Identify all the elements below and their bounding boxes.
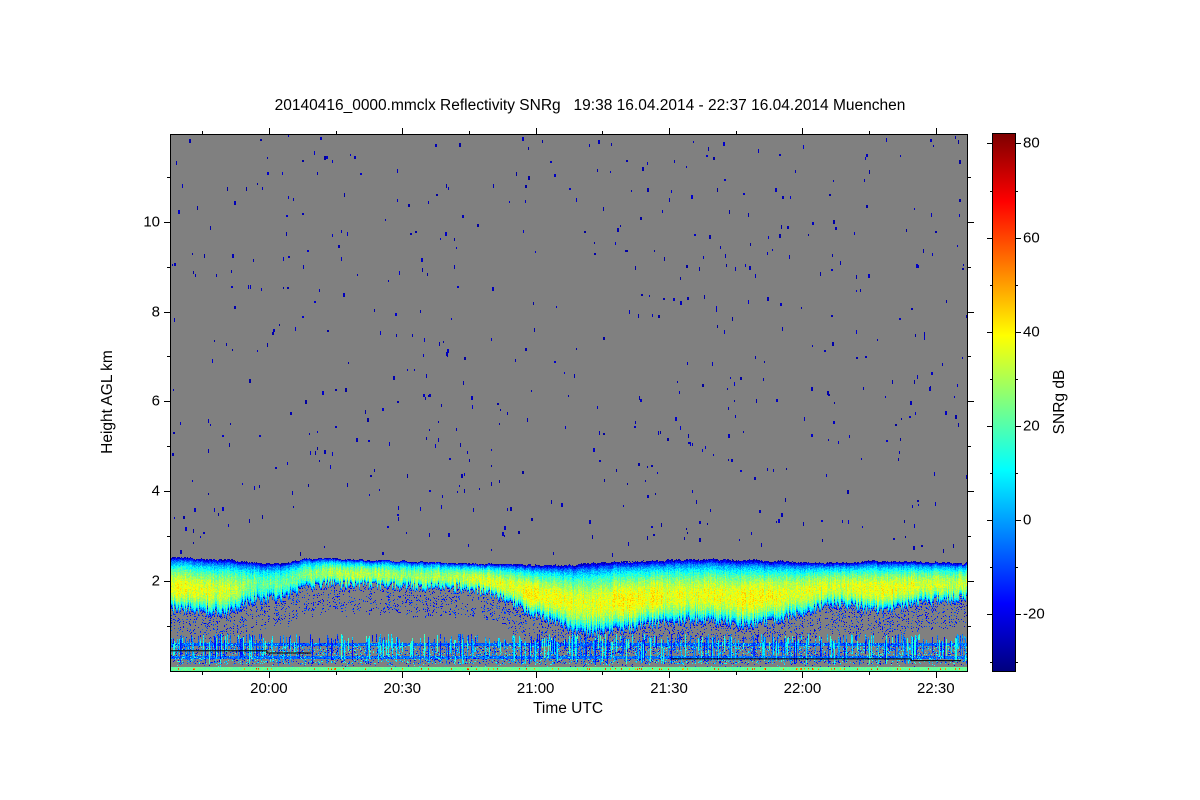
colorbar-minor-tick: [1015, 567, 1018, 569]
x-minor-tick: [602, 671, 604, 675]
colorbar-tick-mark: [1015, 143, 1021, 145]
x-minor-tick: [202, 131, 204, 135]
colorbar-tick-mark: [987, 237, 993, 239]
colorbar-tick-mark: [987, 520, 993, 522]
y-tick-mark: [967, 221, 974, 223]
y-tick-mark: [967, 311, 974, 313]
colorbar-tick-mark: [1015, 614, 1021, 616]
colorbar-title: SNRg dB: [1051, 369, 1068, 435]
colorbar-tick-label: 40: [1023, 323, 1040, 341]
x-tick-label: 20:00: [250, 680, 288, 697]
colorbar-tick-mark: [987, 426, 993, 428]
colorbar-tick-mark: [987, 143, 993, 145]
y-minor-tick: [967, 536, 971, 538]
x-minor-tick: [735, 671, 737, 675]
y-tick-mark: [967, 491, 974, 493]
y-tick-mark: [967, 401, 974, 403]
y-minor-tick: [167, 536, 171, 538]
colorbar-tick-mark: [1015, 520, 1021, 522]
x-minor-tick: [335, 131, 337, 135]
x-tick-label: 20:30: [383, 680, 422, 697]
reflectivity-heatmap[interactable]: [171, 135, 967, 671]
x-tick-label: 21:00: [516, 680, 555, 697]
x-minor-tick: [869, 671, 871, 675]
x-tick-label: 22:00: [783, 680, 822, 697]
colorbar-minor-tick: [990, 661, 993, 663]
y-minor-tick: [967, 626, 971, 628]
x-minor-tick: [202, 671, 204, 675]
colorbar-tick-label: 0: [1023, 511, 1032, 529]
y-minor-tick: [167, 266, 171, 268]
x-minor-tick: [602, 131, 604, 135]
colorbar-minor-tick: [990, 190, 993, 192]
y-tick-mark: [164, 491, 171, 493]
colorbar-tick-label: -20: [1023, 605, 1045, 623]
page-title: 20140416_0000.mmclx Reflectivity SNRg 19…: [274, 97, 906, 114]
colorbar-minor-tick: [1015, 190, 1018, 192]
y-minor-tick: [167, 446, 171, 448]
x-tick-mark: [802, 128, 804, 135]
x-minor-tick: [735, 131, 737, 135]
colorbar-tick-mark: [1015, 331, 1021, 333]
colorbar-tick-label: 80: [1023, 134, 1040, 152]
x-tick-mark: [535, 671, 537, 678]
x-tick-mark: [669, 128, 671, 135]
x-tick-mark: [402, 128, 404, 135]
colorbar-minor-tick: [1015, 473, 1018, 475]
x-minor-tick: [468, 671, 470, 675]
colorbar-minor-tick: [1015, 284, 1018, 286]
x-axis-title: Time UTC: [532, 700, 604, 717]
y-tick-label: 8: [151, 303, 160, 321]
y-tick-mark: [164, 311, 171, 313]
y-tick-mark: [164, 581, 171, 583]
x-tick-mark: [535, 128, 537, 135]
x-tick-mark: [268, 128, 270, 135]
y-axis-title: Height AGL km: [99, 350, 116, 454]
x-tick-mark: [935, 671, 937, 678]
x-tick-label: 21:30: [650, 680, 688, 697]
y-minor-tick: [967, 446, 971, 448]
y-minor-tick: [167, 356, 171, 358]
y-minor-tick: [167, 176, 171, 178]
x-tick-mark: [669, 671, 671, 678]
x-minor-tick: [468, 131, 470, 135]
colorbar-tick-mark: [987, 331, 993, 333]
y-tick-label: 2: [151, 572, 160, 590]
y-tick-mark: [164, 401, 171, 403]
y-tick-label: 10: [143, 213, 160, 231]
y-minor-tick: [967, 176, 971, 178]
colorbar-minor-tick: [1015, 661, 1018, 663]
y-minor-tick: [967, 356, 971, 358]
x-tick-mark: [935, 128, 937, 135]
y-minor-tick: [967, 266, 971, 268]
colorbar-tick-mark: [987, 614, 993, 616]
x-tick-mark: [802, 671, 804, 678]
y-tick-label: 4: [151, 482, 160, 500]
x-minor-tick: [869, 131, 871, 135]
colorbar-minor-tick: [990, 473, 993, 475]
colorbar-tick-label: 20: [1023, 417, 1040, 435]
colorbar-tick-mark: [1015, 426, 1021, 428]
y-tick-label: 6: [151, 392, 160, 410]
x-tick-mark: [402, 671, 404, 678]
colorbar-minor-tick: [990, 567, 993, 569]
y-tick-mark: [967, 581, 974, 583]
colorbar-tick-mark: [1015, 237, 1021, 239]
colorbar-gradient: [993, 134, 1015, 671]
y-minor-tick: [167, 626, 171, 628]
x-tick-mark: [268, 671, 270, 678]
x-minor-tick: [335, 671, 337, 675]
x-tick-label: 22:30: [917, 680, 955, 697]
colorbar-minor-tick: [1015, 378, 1018, 380]
colorbar[interactable]: -20 0 20 40 60 80: [987, 133, 1045, 672]
y-tick-mark: [164, 221, 171, 223]
plot-axes[interactable]: 2 4 6 8 10 20:00 20:30 21:00 21:30 22:00 22:30: [143, 128, 974, 697]
colorbar-minor-tick: [990, 284, 993, 286]
colorbar-tick-label: 60: [1023, 229, 1040, 247]
colorbar-minor-tick: [990, 378, 993, 380]
